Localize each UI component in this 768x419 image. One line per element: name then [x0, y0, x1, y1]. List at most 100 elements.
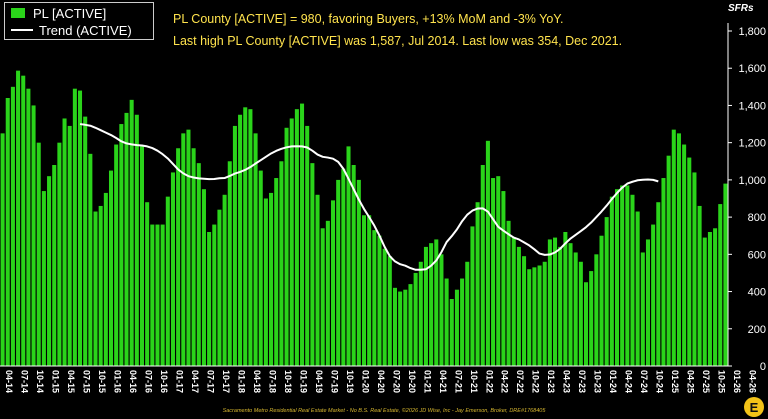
- bar: [26, 88, 31, 366]
- bar: [506, 220, 511, 366]
- bar: [346, 146, 351, 366]
- bar: [331, 200, 336, 366]
- bar: [584, 282, 589, 366]
- legend-bar-swatch: [11, 8, 25, 18]
- bar: [93, 211, 98, 366]
- headline-line-2: Last high PL County [ACTIVE] was 1,587, …: [173, 34, 623, 48]
- bar: [485, 140, 490, 366]
- x-tick-label: 10-16: [159, 370, 169, 393]
- x-tick-label: 01-22: [484, 370, 494, 393]
- x-tick-label: 01-16: [113, 370, 123, 393]
- bar: [47, 176, 52, 366]
- x-tick-label: 10-25: [717, 370, 727, 393]
- bar: [645, 239, 650, 366]
- bar: [661, 178, 666, 366]
- x-tick-label: 07-24: [639, 370, 649, 393]
- bar: [150, 224, 155, 366]
- x-tick-label: 01-17: [174, 370, 184, 393]
- bar: [604, 217, 609, 366]
- bar: [573, 252, 578, 366]
- bar: [165, 196, 170, 366]
- bar: [145, 202, 150, 366]
- bar: [305, 125, 310, 366]
- bar: [522, 256, 527, 366]
- x-tick-label: 04-19: [314, 370, 324, 393]
- x-tick-label: 10-24: [655, 370, 665, 393]
- bar: [387, 256, 392, 366]
- bar: [134, 114, 139, 366]
- bar: [666, 155, 671, 366]
- y-tick-label: 1,400: [738, 100, 766, 112]
- legend-item-bars: PL [ACTIVE]: [11, 5, 106, 21]
- trend-line: [79, 123, 659, 271]
- bar: [501, 191, 506, 366]
- x-tick-label: 10-18: [283, 370, 293, 393]
- x-tick-label: 04-14: [4, 370, 14, 393]
- bar: [5, 98, 10, 366]
- bar: [243, 107, 248, 366]
- bar: [336, 179, 341, 366]
- bar: [687, 157, 692, 366]
- y-tick-label: 600: [748, 249, 766, 261]
- bar: [320, 228, 325, 366]
- x-tick-label: 01-18: [236, 370, 246, 393]
- bar: [31, 105, 36, 366]
- bar: [341, 168, 346, 366]
- bar: [263, 198, 268, 366]
- x-tick-label: 10-20: [407, 370, 417, 393]
- x-tick-label: 01-21: [422, 370, 432, 393]
- bar: [16, 70, 21, 366]
- bar: [351, 165, 356, 366]
- bar: [41, 191, 46, 366]
- bar: [62, 118, 67, 366]
- x-tick-label: 07-15: [82, 370, 92, 393]
- bar: [0, 133, 5, 366]
- bar: [372, 230, 377, 366]
- bar: [108, 170, 114, 366]
- bar: [274, 178, 279, 366]
- bar: [589, 271, 594, 366]
- bar: [697, 205, 702, 366]
- bar: [718, 204, 723, 366]
- bar: [124, 112, 129, 366]
- bar: [408, 284, 413, 366]
- bar: [36, 142, 41, 366]
- bar: [707, 232, 712, 366]
- x-tick-label: 04-23: [562, 370, 572, 393]
- bar: [196, 163, 201, 366]
- bar: [10, 86, 15, 366]
- bar: [52, 165, 57, 366]
- bar: [325, 220, 330, 366]
- bar: [671, 129, 676, 366]
- x-tick-label: 07-19: [329, 370, 339, 393]
- bar: [217, 209, 222, 366]
- bar: [310, 163, 315, 366]
- bar: [625, 185, 630, 366]
- bar: [248, 109, 253, 367]
- y-tick-label: 200: [748, 324, 766, 336]
- bar: [78, 90, 83, 366]
- bar: [454, 289, 459, 366]
- x-tick-label: 04-25: [686, 370, 696, 393]
- bar: [630, 194, 635, 366]
- bar: [527, 269, 532, 366]
- bar: [542, 261, 547, 366]
- bar: [532, 267, 537, 366]
- x-tick-label: 04-18: [252, 370, 262, 393]
- bar: [176, 148, 181, 366]
- x-tick-label: 10-19: [345, 370, 355, 393]
- x-tick-label: 07-21: [453, 370, 463, 393]
- bar: [537, 265, 542, 366]
- x-tick-label: 01-20: [360, 370, 370, 393]
- x-tick-label: 01-23: [546, 370, 556, 393]
- bar: [103, 192, 108, 366]
- y-tick-label: 400: [748, 287, 766, 299]
- x-tick-label: 01-24: [608, 370, 618, 393]
- bar: [692, 172, 697, 366]
- bar: [480, 165, 485, 366]
- bar: [186, 129, 191, 366]
- bar: [413, 272, 418, 366]
- bar: [191, 148, 196, 366]
